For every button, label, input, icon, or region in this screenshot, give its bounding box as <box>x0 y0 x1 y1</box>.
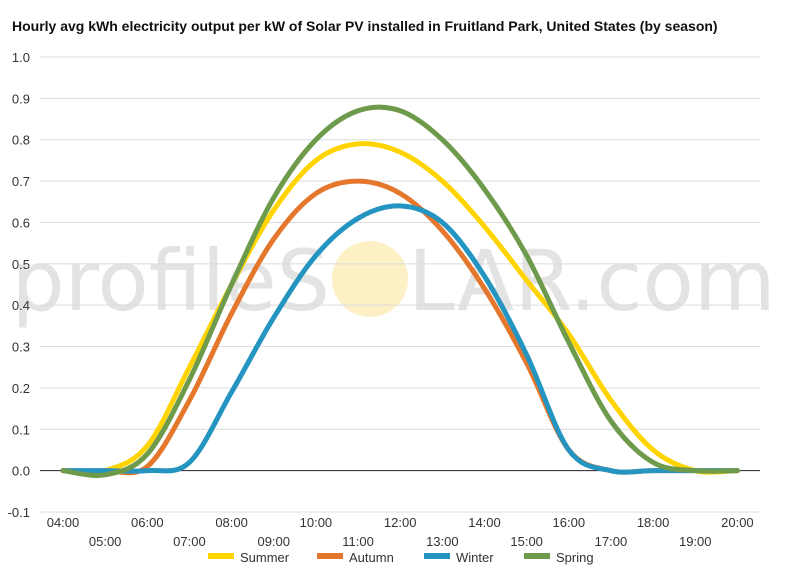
legend-swatch-autumn <box>317 553 343 559</box>
y-tick-label: 0.6 <box>12 215 30 230</box>
watermark-text-left: profileS <box>11 232 330 330</box>
y-tick-label: 0.8 <box>12 133 30 148</box>
x-tick-label: 17:00 <box>595 534 628 549</box>
series-line-winter <box>60 203 740 475</box>
x-tick-label: 10:00 <box>300 515 333 530</box>
x-tick-label: 19:00 <box>679 534 712 549</box>
y-tick-label: 0.1 <box>12 422 30 437</box>
x-tick-label: 20:00 <box>721 515 754 530</box>
y-axis: -0.1 0.0 0.1 0.2 0.3 0.4 0.5 0.6 0.7 0.8 0.9 1.0 <box>8 50 30 520</box>
legend-label-summer: Summer <box>240 550 290 565</box>
y-tick-label: 0.7 <box>12 174 30 189</box>
y-tick-label: 0.3 <box>12 340 30 355</box>
x-tick-label: 11:00 <box>342 534 374 549</box>
x-tick-label: 08:00 <box>215 515 248 530</box>
x-tick-label: 14:00 <box>468 515 501 530</box>
x-tick-label: 06:00 <box>131 515 164 530</box>
x-tick-label: 18:00 <box>637 515 670 530</box>
legend-label-spring: Spring <box>556 550 594 565</box>
y-tick-label: 0.4 <box>12 298 30 313</box>
legend-label-winter: Winter <box>456 550 494 565</box>
x-tick-label: 09:00 <box>257 534 290 549</box>
x-axis: 04:00 05:00 06:00 07:00 08:00 09:00 10:00 11:00… <box>47 515 754 549</box>
legend-swatch-winter <box>424 553 450 559</box>
x-tick-label: 12:00 <box>384 515 417 530</box>
watermark-text-right: LAR.com <box>408 232 776 330</box>
x-tick-label: 04:00 <box>47 515 80 530</box>
y-tick-label: 0.0 <box>12 464 30 479</box>
watermark: profileS LAR.com <box>11 232 775 330</box>
y-tick-label: 0.5 <box>12 257 30 272</box>
x-tick-label: 16:00 <box>553 515 586 530</box>
y-tick-label: 0.9 <box>12 91 30 106</box>
legend-label-autumn: Autumn <box>349 550 394 565</box>
x-tick-label: 05:00 <box>89 534 122 549</box>
watermark-sun-icon <box>332 241 408 317</box>
x-tick-label: 13:00 <box>426 534 459 549</box>
plot-lines <box>60 104 740 478</box>
series-line-summer <box>60 141 740 475</box>
x-tick-label: 07:00 <box>173 534 206 549</box>
legend: Summer Autumn Winter Spring <box>208 550 594 565</box>
x-tick-label: 15:00 <box>510 534 543 549</box>
series-line-spring <box>60 104 740 478</box>
chart-title: Hourly avg kWh electricity output per kW… <box>12 18 718 34</box>
y-tick-label: 0.2 <box>12 381 30 396</box>
y-tick-label: -0.1 <box>8 505 30 520</box>
y-tick-label: 1.0 <box>12 50 30 65</box>
grid <box>40 56 760 513</box>
legend-swatch-summer <box>208 553 234 559</box>
legend-swatch-spring <box>524 553 550 559</box>
